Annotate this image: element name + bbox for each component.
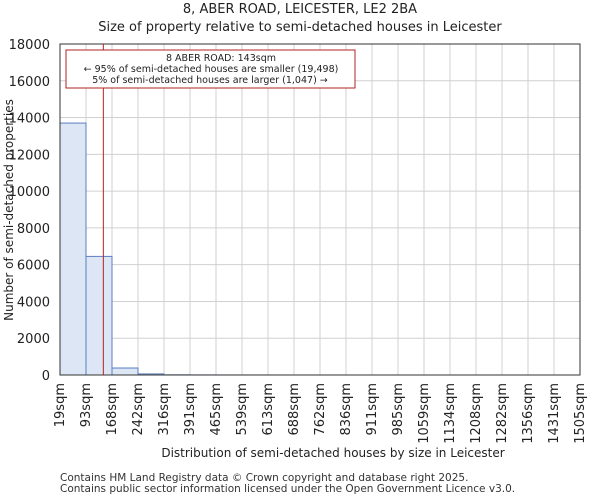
- y-tick-label: 14000: [9, 112, 50, 127]
- plot-frame: [59, 43, 581, 376]
- histogram-bar: [111, 367, 139, 376]
- histogram-bar: [59, 122, 87, 376]
- x-tick-label: 1059sqm: [417, 383, 432, 444]
- x-tick-label: 1356sqm: [521, 383, 536, 444]
- y-tick-label: 8000: [17, 222, 50, 237]
- x-tick-label: 613sqm: [261, 383, 276, 436]
- x-tick-label: 1431sqm: [547, 383, 562, 444]
- bars: [59, 122, 347, 376]
- x-tick-label: 911sqm: [365, 383, 380, 436]
- x-tick-label: 242sqm: [131, 383, 146, 436]
- x-tick-label: 19sqm: [53, 383, 68, 427]
- x-tick-label: 391sqm: [183, 383, 198, 436]
- grid-lines: [59, 43, 581, 376]
- x-tick-label: 93sqm: [79, 383, 94, 427]
- y-tick-label: 18000: [9, 38, 50, 53]
- x-tick-label: 465sqm: [209, 383, 224, 436]
- x-axis-label: Distribution of semi-detached houses by …: [161, 446, 504, 460]
- annotation-frame: [65, 49, 356, 89]
- footer-line-1: Contains HM Land Registry data © Crown c…: [60, 472, 469, 484]
- x-tick-label: 1208sqm: [469, 383, 484, 444]
- x-tick-label: 688sqm: [287, 383, 302, 436]
- x-tick-label: 1282sqm: [495, 383, 510, 444]
- y-tick-label: 16000: [9, 75, 50, 90]
- y-axis-label: Number of semi-detached properties: [2, 99, 16, 321]
- x-tick-label: 1134sqm: [443, 383, 458, 444]
- chart-title: 8, ABER ROAD, LEICESTER, LE2 2BA: [182, 2, 418, 17]
- annotation-box: 8 ABER ROAD: 143sqm ← 95% of semi-detach…: [65, 49, 356, 89]
- x-tick-label: 762sqm: [313, 383, 328, 436]
- x-tick-label: 836sqm: [339, 383, 354, 436]
- annotation-line-2: ← 95% of semi-detached houses are smalle…: [84, 64, 339, 75]
- y-tick-label: 6000: [17, 259, 50, 274]
- y-tick-label: 2000: [17, 332, 50, 347]
- y-tick-label: 4000: [17, 295, 50, 310]
- footer-line-2: Contains public sector information licen…: [60, 483, 516, 495]
- x-tick-label: 316sqm: [157, 383, 172, 436]
- y-tick-label: 10000: [9, 185, 50, 200]
- annotation-line-3: 5% of semi-detached houses are larger (1…: [92, 75, 328, 86]
- y-tick-label: 12000: [9, 148, 50, 163]
- chart-subtitle: Size of property relative to semi-detach…: [98, 20, 502, 35]
- histogram-bar: [85, 255, 113, 376]
- x-tick-label: 1505sqm: [573, 383, 588, 444]
- x-tick-label: 168sqm: [105, 383, 120, 436]
- annotation-line-1: 8 ABER ROAD: 143sqm: [166, 53, 276, 64]
- y-tick-label: 0: [42, 369, 50, 384]
- x-tick-label: 985sqm: [391, 383, 406, 436]
- x-axis-ticks: 19sqm 93sqm 168sqm 242sqm 316sqm 391sqm 465sqm…: [53, 383, 588, 444]
- x-tick-label: 539sqm: [235, 383, 250, 436]
- y-axis-ticks: 0 2000 4000 6000 8000 10000 12000 14000 16000 180…: [9, 38, 50, 384]
